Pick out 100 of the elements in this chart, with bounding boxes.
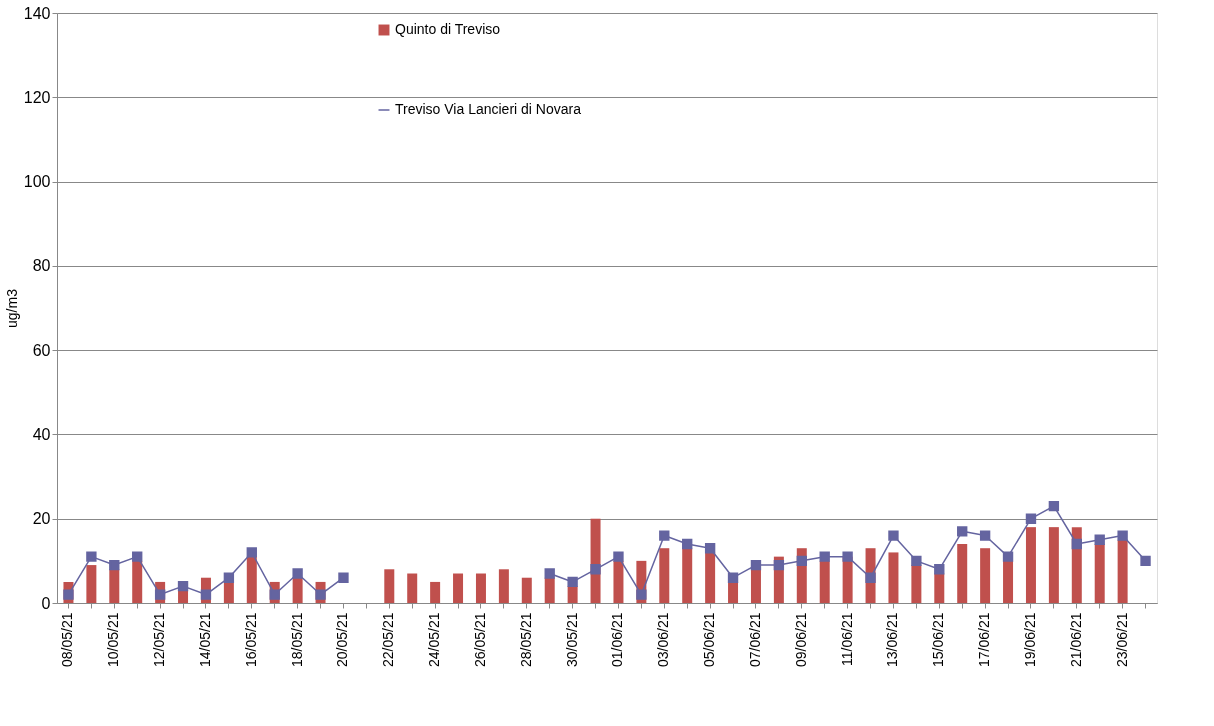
point [865,572,876,583]
point [727,572,739,583]
x-tick-label: 03/06/21 [655,612,672,667]
point [842,551,853,562]
point [750,559,762,571]
point [177,580,189,592]
x-tick-label: 17/06/21 [976,612,993,667]
point [636,589,647,600]
point [1048,500,1060,512]
point [1071,538,1082,550]
x-tick-label: 28/05/21 [517,612,534,667]
bar [682,548,693,603]
point [109,559,120,571]
point [613,551,624,562]
legend-label: Quinto di Treviso [395,21,501,37]
x-tick-label: 12/05/21 [151,612,168,667]
x-tick-label: 11/06/21 [838,612,855,666]
x-tick-label: 14/05/21 [196,612,213,667]
x-tick-label: 10/05/21 [105,612,122,667]
x-tick-label: 21/06/21 [1067,612,1084,667]
x-tick-label: 13/06/21 [884,612,901,667]
bar [475,573,486,603]
bar [407,573,418,603]
point [957,526,968,537]
bar [430,581,441,603]
x-tick-label: 08/05/21 [59,612,76,667]
bar [957,544,968,603]
point [63,589,74,600]
y-tick-label: 80 [32,257,51,275]
bar [132,560,143,603]
point [704,543,716,554]
point [911,555,922,567]
x-tick-label: 01/06/21 [609,612,626,667]
point [934,564,945,575]
bar [819,560,830,603]
bar [86,565,97,603]
point [315,589,326,600]
bar [613,560,624,603]
y-tick-label: 0 [41,594,51,612]
y-axis-title: ug/m3 [3,288,20,328]
bar [109,569,120,603]
x-tick-label: 30/05/21 [563,612,580,667]
bar [384,569,395,603]
point [1025,513,1037,524]
bar [728,581,739,603]
point [338,572,349,583]
bar [567,586,578,603]
point [132,551,143,562]
point [567,576,578,588]
bar [223,581,234,603]
x-tick-label: 07/06/21 [746,612,763,667]
point [819,551,830,562]
bar [544,577,555,603]
bar [888,552,899,603]
point [223,572,235,583]
x-tick-label: 15/06/21 [930,612,947,667]
point [246,547,257,558]
point [1140,555,1151,567]
point [979,530,991,541]
bar [521,577,532,603]
x-tick-label: 16/05/21 [242,612,259,667]
bar [246,556,257,603]
x-tick-label: 18/05/21 [288,612,305,667]
y-tick-label: 40 [32,425,51,443]
x-tick-label: 23/06/21 [1113,612,1130,667]
point [590,564,601,575]
x-tick-label: 20/05/21 [334,612,351,667]
y-tick-label: 100 [23,173,51,191]
bar [1117,539,1128,603]
x-tick-label: 19/06/21 [1021,612,1038,667]
x-tick-label: 26/05/21 [471,612,488,667]
point [888,530,899,541]
bar [1025,527,1036,603]
bar [1003,560,1014,603]
y-tick-label: 60 [32,341,51,359]
bar [1094,544,1105,603]
y-tick-label: 120 [23,88,51,106]
point [200,589,212,600]
bar [934,573,945,603]
point [154,589,166,600]
point [292,568,303,579]
point [1117,530,1128,541]
point [269,589,280,600]
point [682,538,693,550]
bar [705,552,716,603]
x-tick-label: 22/05/21 [380,612,397,667]
bar [659,548,670,603]
bar [1048,527,1059,603]
bar [292,577,303,603]
bar [453,573,464,603]
legend-label: Treviso Via Lancieri di Novara [395,101,582,117]
bar [750,569,761,603]
point [659,530,670,541]
point [1094,534,1105,545]
x-tick-label: 24/05/21 [426,612,443,667]
bar [498,569,509,603]
x-tick-label: 05/06/21 [701,612,718,667]
point [1002,551,1014,562]
y-tick-label: 20 [32,510,51,528]
bar [980,548,991,603]
